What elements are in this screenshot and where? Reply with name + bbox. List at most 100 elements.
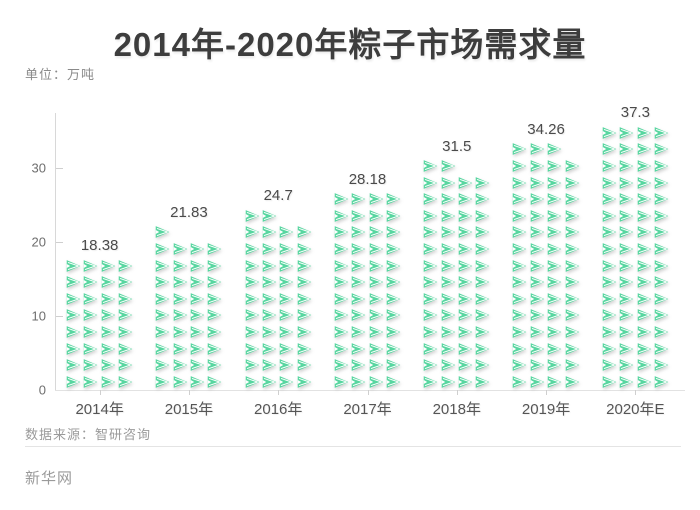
zongzi-triangle-icon: [619, 375, 634, 388]
icon-cell: [350, 207, 367, 224]
icon-row: [601, 257, 671, 274]
icon-row: [154, 241, 224, 258]
zongzi-triangle-icon: [458, 259, 473, 272]
zongzi-triangle-icon: [334, 243, 349, 255]
icon-cell: [529, 158, 546, 175]
y-tick-mark: [56, 316, 63, 317]
zongzi-triangle-icon: [173, 342, 187, 355]
zongzi-triangle-icon: [423, 342, 438, 355]
zongzi-triangle-icon: [101, 359, 116, 372]
y-tick-label: 30: [31, 160, 46, 176]
x-tick-label-2017年: 2017年: [343, 401, 392, 418]
zongzi-triangle-icon: [386, 226, 401, 239]
icon-cell: [511, 373, 528, 390]
zongzi-triangle-icon: [101, 292, 116, 305]
zongzi-triangle-icon: [637, 126, 651, 139]
icon-cell: [350, 324, 367, 341]
icon-cell: [601, 373, 618, 390]
zongzi-triangle-icon: [190, 243, 205, 255]
unit-label: 单位：万吨: [25, 67, 96, 82]
icon-cell: [511, 324, 528, 341]
zongzi-triangle-icon: [351, 243, 366, 255]
icon-cell: [457, 357, 474, 374]
icon-cell: [206, 373, 223, 390]
icon-cell: [653, 224, 670, 241]
icon-cell: [117, 307, 134, 324]
icon-row: [422, 224, 492, 241]
zongzi-triangle-icon: [297, 243, 312, 255]
zongzi-triangle-icon: [654, 292, 669, 305]
icon-cell: [172, 241, 189, 258]
icon-cell: [154, 224, 171, 241]
icon-cell: [529, 357, 546, 374]
icon-cell: [296, 357, 313, 374]
zongzi-triangle-icon: [441, 226, 455, 239]
icon-cell: [261, 340, 278, 357]
icon-row: [154, 324, 224, 341]
icon-cell: [261, 274, 278, 291]
zongzi-triangle-icon: [458, 326, 473, 338]
icon-cell: [474, 290, 491, 307]
zongzi-triangle-icon: [351, 292, 366, 305]
zongzi-triangle-icon: [173, 326, 187, 338]
icon-cell: [261, 257, 278, 274]
zongzi-triangle-icon: [654, 309, 669, 322]
zongzi-triangle-icon: [547, 160, 562, 172]
zongzi-triangle-icon: [441, 375, 455, 388]
zongzi-triangle-icon: [565, 309, 579, 322]
zongzi-triangle-icon: [565, 259, 579, 272]
zongzi-triangle-icon: [280, 276, 294, 289]
icon-cell: [367, 324, 384, 341]
zongzi-triangle-icon: [602, 276, 617, 289]
icon-cell: [243, 274, 260, 291]
zongzi-triangle-icon: [190, 292, 205, 305]
icon-cell: [635, 340, 652, 357]
zongzi-triangle-icon: [423, 292, 438, 305]
zongzi-triangle-icon: [297, 292, 312, 305]
zongzi-triangle-icon: [101, 375, 116, 388]
icon-cell: [333, 307, 350, 324]
icon-row: [65, 357, 135, 374]
zongzi-triangle-icon: [386, 342, 401, 355]
zongzi-triangle-icon: [619, 276, 634, 289]
zongzi-triangle-icon: [351, 359, 366, 372]
zongzi-triangle-icon: [208, 342, 222, 355]
pictogram-bar-2020年E: 37.3: [601, 104, 671, 391]
icon-cell: [261, 241, 278, 258]
icon-cell: [618, 290, 635, 307]
icon-cell: [367, 241, 384, 258]
icon-row: [333, 307, 403, 324]
icon-cell: [601, 357, 618, 374]
zongzi-triangle-icon: [208, 375, 222, 388]
zongzi-triangle-icon: [351, 375, 366, 388]
zongzi-triangle-icon: [423, 176, 438, 189]
zongzi-triangle-icon: [262, 326, 277, 338]
zongzi-triangle-icon: [602, 176, 617, 189]
icon-cell: [618, 141, 635, 158]
zongzi-triangle-icon: [369, 375, 383, 388]
icon-row: [511, 307, 581, 324]
zongzi-triangle-icon: [547, 143, 562, 156]
icon-cell: [385, 307, 402, 324]
icon-row: [333, 340, 403, 357]
y-tick-label: 0: [38, 382, 46, 398]
x-tick-mark: [99, 390, 101, 395]
icon-cell: [385, 324, 402, 341]
zongzi-triangle-icon: [637, 209, 651, 222]
icon-cell: [546, 373, 563, 390]
zongzi-triangle-icon: [565, 326, 579, 338]
zongzi-triangle-icon: [156, 359, 170, 372]
icon-cell: [243, 307, 260, 324]
icon-row: [65, 257, 135, 274]
icon-row: [243, 307, 313, 324]
icon-cell: [367, 191, 384, 208]
icon-cell: [82, 257, 99, 274]
zongzi-triangle-icon: [565, 359, 579, 372]
icon-cell: [206, 340, 223, 357]
icon-cell: [385, 340, 402, 357]
icon-cell: [563, 257, 580, 274]
icon-cell: [243, 290, 260, 307]
zongzi-triangle-icon: [654, 359, 669, 372]
icon-cell: [261, 290, 278, 307]
icon-cell: [563, 290, 580, 307]
